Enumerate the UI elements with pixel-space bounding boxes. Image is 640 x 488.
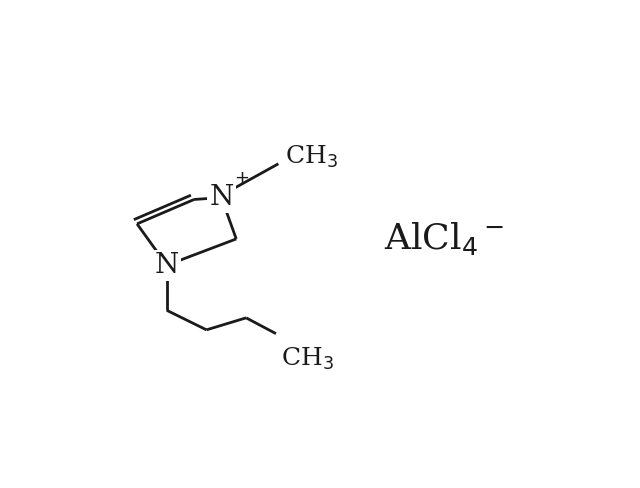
- Text: CH$_3$: CH$_3$: [281, 346, 334, 372]
- Text: N: N: [155, 252, 179, 279]
- Text: +: +: [234, 169, 249, 187]
- Text: N: N: [209, 184, 234, 211]
- Text: AlCl$_4$$^-$: AlCl$_4$$^-$: [385, 221, 505, 258]
- Text: CH$_3$: CH$_3$: [285, 144, 338, 170]
